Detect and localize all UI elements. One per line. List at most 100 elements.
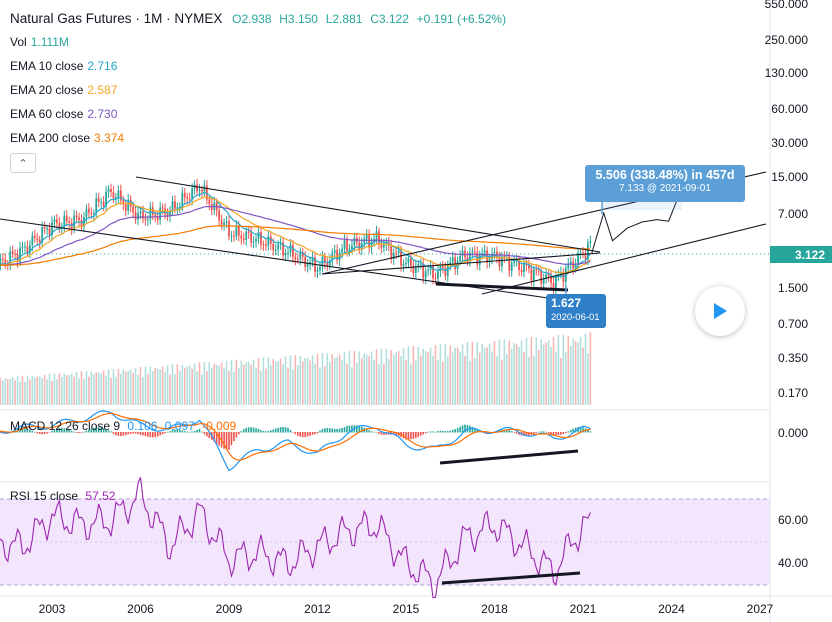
candle-body (31, 235, 34, 246)
candle-body (518, 259, 520, 270)
volume-bar (247, 361, 250, 405)
volume-bar (299, 356, 302, 405)
volume-bar (537, 350, 540, 405)
macd-hist-bar (161, 432, 164, 435)
volume-bar (100, 373, 102, 405)
volume-bar (365, 354, 368, 405)
macd-hist-bar (171, 429, 174, 433)
candle-body (380, 243, 383, 248)
candle-body (528, 265, 530, 269)
macd-hist-bar (481, 432, 484, 433)
candle-body (132, 206, 135, 213)
volume-bar (142, 376, 144, 405)
macd-hist-bar (572, 428, 574, 433)
volume-bar (95, 372, 98, 405)
candle-body (341, 248, 343, 253)
volume-bar (183, 368, 186, 405)
volume-bar (102, 370, 105, 405)
macd-hist-bar (166, 431, 169, 433)
macd-hist-bar (238, 432, 240, 435)
rising-channel-base[interactable] (321, 252, 601, 275)
macd-hist-bar (518, 432, 520, 435)
volume-bar (262, 357, 265, 405)
indicator-legend-3[interactable]: EMA 60 close 2.730 (10, 107, 117, 121)
measure-label[interactable]: 5.506 (338.48%) in 457d 7.133 @ 2021-09-… (585, 165, 745, 202)
volume-bar (169, 374, 171, 405)
macd-hist-bar (92, 427, 95, 433)
macd-hist-bar (375, 432, 378, 433)
candle-body (289, 244, 292, 253)
macd-hist-bar (446, 431, 449, 433)
divergence-line-price[interactable] (435, 282, 569, 292)
play-button[interactable] (695, 286, 745, 336)
candle-body (16, 254, 19, 262)
candle-body (402, 264, 405, 266)
measure-main-text: 5.506 (338.48%) in 457d (595, 168, 735, 182)
candle-body (19, 247, 21, 262)
rsi-legend[interactable]: RSI 15 close 57.52 (10, 489, 115, 503)
macd-hist-bar (542, 431, 545, 433)
macd-hist-bar (245, 427, 248, 433)
symbol-name[interactable]: Natural Gas Futures (10, 11, 132, 26)
macd-hist-bar (225, 432, 228, 450)
indicator-legend-0[interactable]: Vol 1.111M (10, 35, 69, 49)
indicator-legend-2[interactable]: EMA 20 close 2.587 (10, 83, 117, 97)
macd-hist-bar (176, 429, 179, 433)
candle-body (188, 198, 191, 200)
current-price-tag (770, 246, 832, 263)
candle-body (439, 266, 442, 272)
macd-hist-bar (149, 432, 152, 438)
volume-bar (363, 353, 366, 405)
indicator-legend-1[interactable]: EMA 10 close 2.716 (10, 59, 117, 73)
volume-bar (471, 341, 474, 405)
candle-body (242, 238, 245, 241)
volume-bar (427, 351, 429, 405)
collapse-legend-button[interactable]: ⌃ (10, 153, 36, 173)
volume-bar (83, 379, 85, 405)
candle-body (358, 242, 361, 250)
interval-label[interactable]: 1M (143, 11, 163, 26)
candle-body (151, 207, 154, 215)
volume-bar (434, 345, 437, 405)
volume-bar (90, 371, 93, 405)
candle-body (414, 266, 417, 274)
candle-body (449, 261, 452, 265)
volume-bar (267, 357, 270, 405)
macd-hist-bar (523, 432, 525, 436)
candle-body (208, 199, 211, 205)
volume-bar (582, 347, 584, 405)
candle-body (353, 237, 356, 246)
volume-bar (589, 332, 592, 405)
volume-bar (525, 337, 528, 405)
macd-hist-bar (265, 431, 267, 433)
candle-body (33, 235, 36, 239)
volume-bar (274, 361, 277, 405)
low-label[interactable]: 1.627 2020-06-01 (546, 294, 606, 328)
candle-body (417, 264, 420, 267)
rising-channel-lower[interactable] (481, 223, 767, 295)
candle-body (142, 211, 144, 219)
candle-body (178, 207, 181, 209)
volume-bar (122, 369, 125, 405)
channel-upper-line[interactable] (135, 176, 601, 253)
volume-bar (564, 351, 567, 405)
separator-dot: · (135, 11, 144, 26)
macd-hist-bar (326, 428, 329, 433)
candle-body (92, 213, 95, 215)
volume-bar (43, 374, 46, 405)
divergence-line-rsi[interactable] (441, 571, 581, 585)
macd-legend[interactable]: MACD 12 26 close 9 0.106 0.097 -0.009 (10, 419, 236, 433)
macd-hist-bar (439, 430, 442, 433)
volume-bar (338, 354, 341, 405)
candle-body (237, 225, 240, 236)
macd-hist-value: -0.009 (202, 419, 237, 433)
indicator-legend-4[interactable]: EMA 200 close 3.374 (10, 131, 124, 145)
volume-bar (442, 361, 444, 405)
indicator-label: EMA 60 close (10, 107, 84, 121)
candle-body (156, 216, 159, 220)
divergence-line-macd[interactable] (439, 449, 579, 465)
volume-bar (577, 342, 579, 405)
volume-bar (584, 333, 587, 405)
volume-bar (127, 370, 130, 405)
